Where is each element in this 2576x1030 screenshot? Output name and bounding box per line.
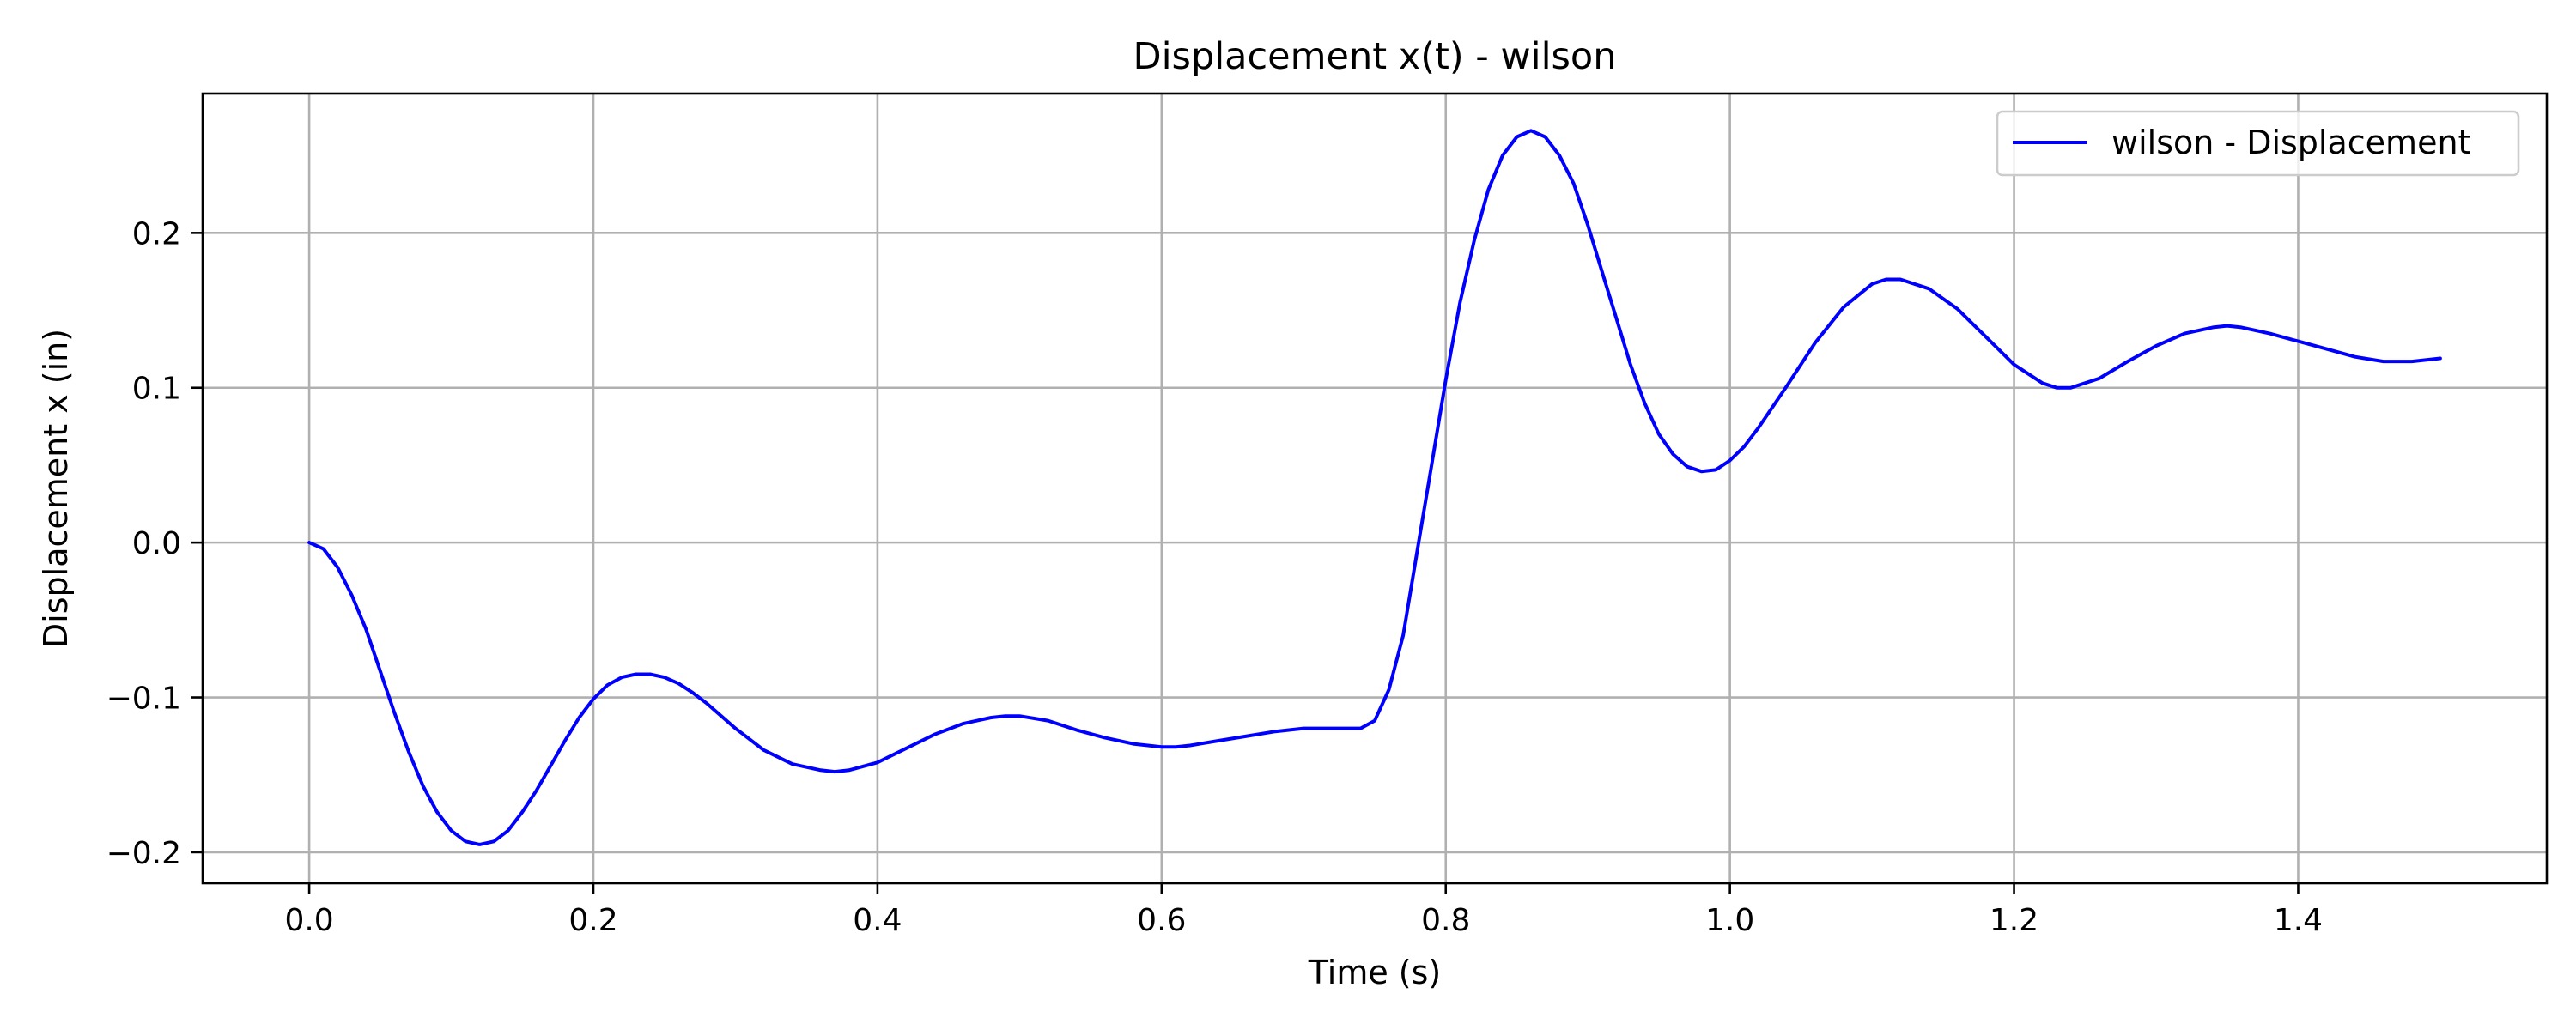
x-tick-label: 0.8 bbox=[1421, 903, 1470, 938]
y-tick-label: −0.2 bbox=[106, 836, 181, 871]
x-tick-label: 0.4 bbox=[853, 903, 902, 938]
y-tick-label: 0.2 bbox=[132, 216, 181, 251]
plot-area-frame bbox=[201, 92, 2549, 885]
ticks: 0.0 0.2 0.4 0.6 0.8 1.0 1.2 1.4 −0.2 −0.1 0.0 0.1 0.… bbox=[106, 216, 2324, 938]
y-axis-label: Displacement x (in) bbox=[37, 329, 75, 648]
legend: wilson - Displacement bbox=[1996, 110, 2520, 177]
x-tick-label: 1.4 bbox=[2274, 903, 2323, 938]
y-tick-label: 0.1 bbox=[132, 372, 181, 407]
x-tick-label: 0.6 bbox=[1137, 903, 1186, 938]
x-tick-label: 0.2 bbox=[568, 903, 617, 938]
y-tick-label: −0.1 bbox=[106, 682, 181, 717]
x-axis-label: Time (s) bbox=[1308, 954, 1442, 991]
series-line-0 bbox=[307, 129, 2442, 846]
series-layer bbox=[307, 129, 2442, 846]
chart-title: Displacement x(t) - wilson bbox=[1133, 35, 1616, 78]
grid bbox=[203, 94, 2547, 883]
y-tick-label: 0.0 bbox=[132, 526, 181, 561]
legend-label: wilson - Displacement bbox=[2111, 124, 2470, 161]
x-tick-label: 1.0 bbox=[1705, 903, 1754, 938]
x-tick-label: 1.2 bbox=[1990, 903, 2038, 938]
x-tick-label: 0.0 bbox=[284, 903, 333, 938]
legend-box bbox=[1996, 110, 2520, 177]
